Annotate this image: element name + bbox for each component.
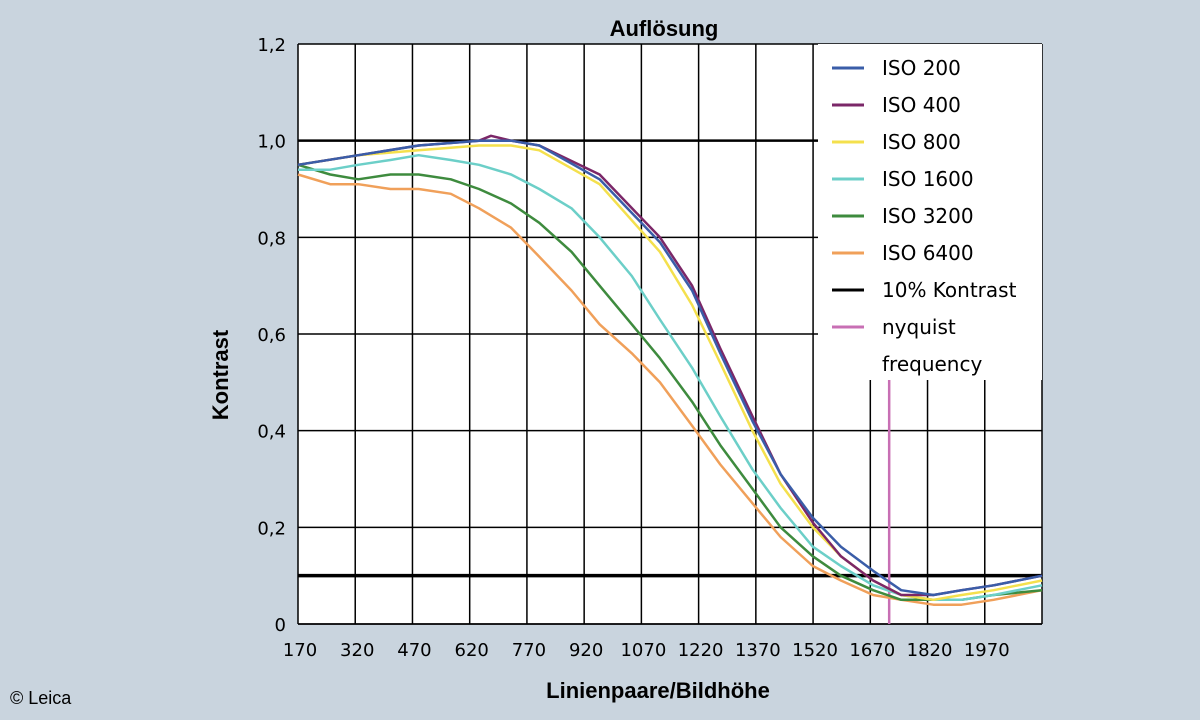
legend-label: ISO 1600 (882, 167, 974, 191)
y-tick-label: 0 (275, 615, 286, 636)
x-tick-label: 1070 (620, 640, 666, 661)
series-line-iso-200 (297, 139, 1043, 597)
x-tick-label: 1520 (792, 640, 838, 661)
series-group (297, 134, 1043, 606)
legend-label: ISO 6400 (882, 241, 974, 265)
legend-label: 10% Kontrast (882, 278, 1017, 302)
y-tick-label: 1,0 (257, 132, 286, 153)
legend-label-continuation: frequency (882, 352, 982, 376)
series-line-iso-3200 (297, 163, 1043, 602)
y-tick-label: 0,8 (257, 228, 286, 249)
y-tick-label: 0,6 (257, 325, 286, 346)
chart-title: Auflösung (610, 16, 719, 41)
y-tick-label: 0,4 (257, 422, 286, 443)
legend-label: ISO 3200 (882, 204, 974, 228)
x-tick-label: 620 (455, 640, 489, 661)
legend-label: ISO 400 (882, 93, 961, 117)
x-axis-title: Linienpaare/Bildhöhe (546, 678, 770, 703)
series-line-iso-400 (297, 134, 1043, 597)
legend: ISO 200 ISO 400 ISO 800 ISO 1600 ISO 3200 ISO… (818, 44, 1042, 380)
y-tick-labels: 0 0,2 0,4 0,6 0,8 1,0 1,2 (257, 35, 286, 636)
x-tick-label: 1370 (735, 640, 781, 661)
legend-box (818, 44, 1042, 380)
series-line-iso-800 (297, 144, 1043, 602)
legend-label: ISO 200 (882, 56, 961, 80)
x-tick-labels: 170 320 470 620 770 920 1070 1220 1370 1520 1670 18… (283, 640, 1010, 661)
x-tick-label: 1820 (907, 640, 953, 661)
legend-label: ISO 800 (882, 130, 961, 154)
x-tick-label: 170 (283, 640, 317, 661)
y-tick-label: 1,2 (257, 35, 286, 56)
x-tick-label: 920 (569, 640, 603, 661)
x-tick-label: 1670 (849, 640, 895, 661)
x-tick-label: 770 (512, 640, 546, 661)
x-tick-label: 470 (397, 640, 431, 661)
x-tick-label: 320 (340, 640, 374, 661)
copyright-text: © Leica (10, 688, 72, 708)
legend-label: nyquist (882, 315, 956, 339)
y-axis-title: Kontrast (208, 329, 233, 420)
x-tick-label: 1970 (964, 640, 1010, 661)
y-tick-label: 0,2 (257, 518, 286, 539)
x-tick-label: 1220 (678, 640, 724, 661)
